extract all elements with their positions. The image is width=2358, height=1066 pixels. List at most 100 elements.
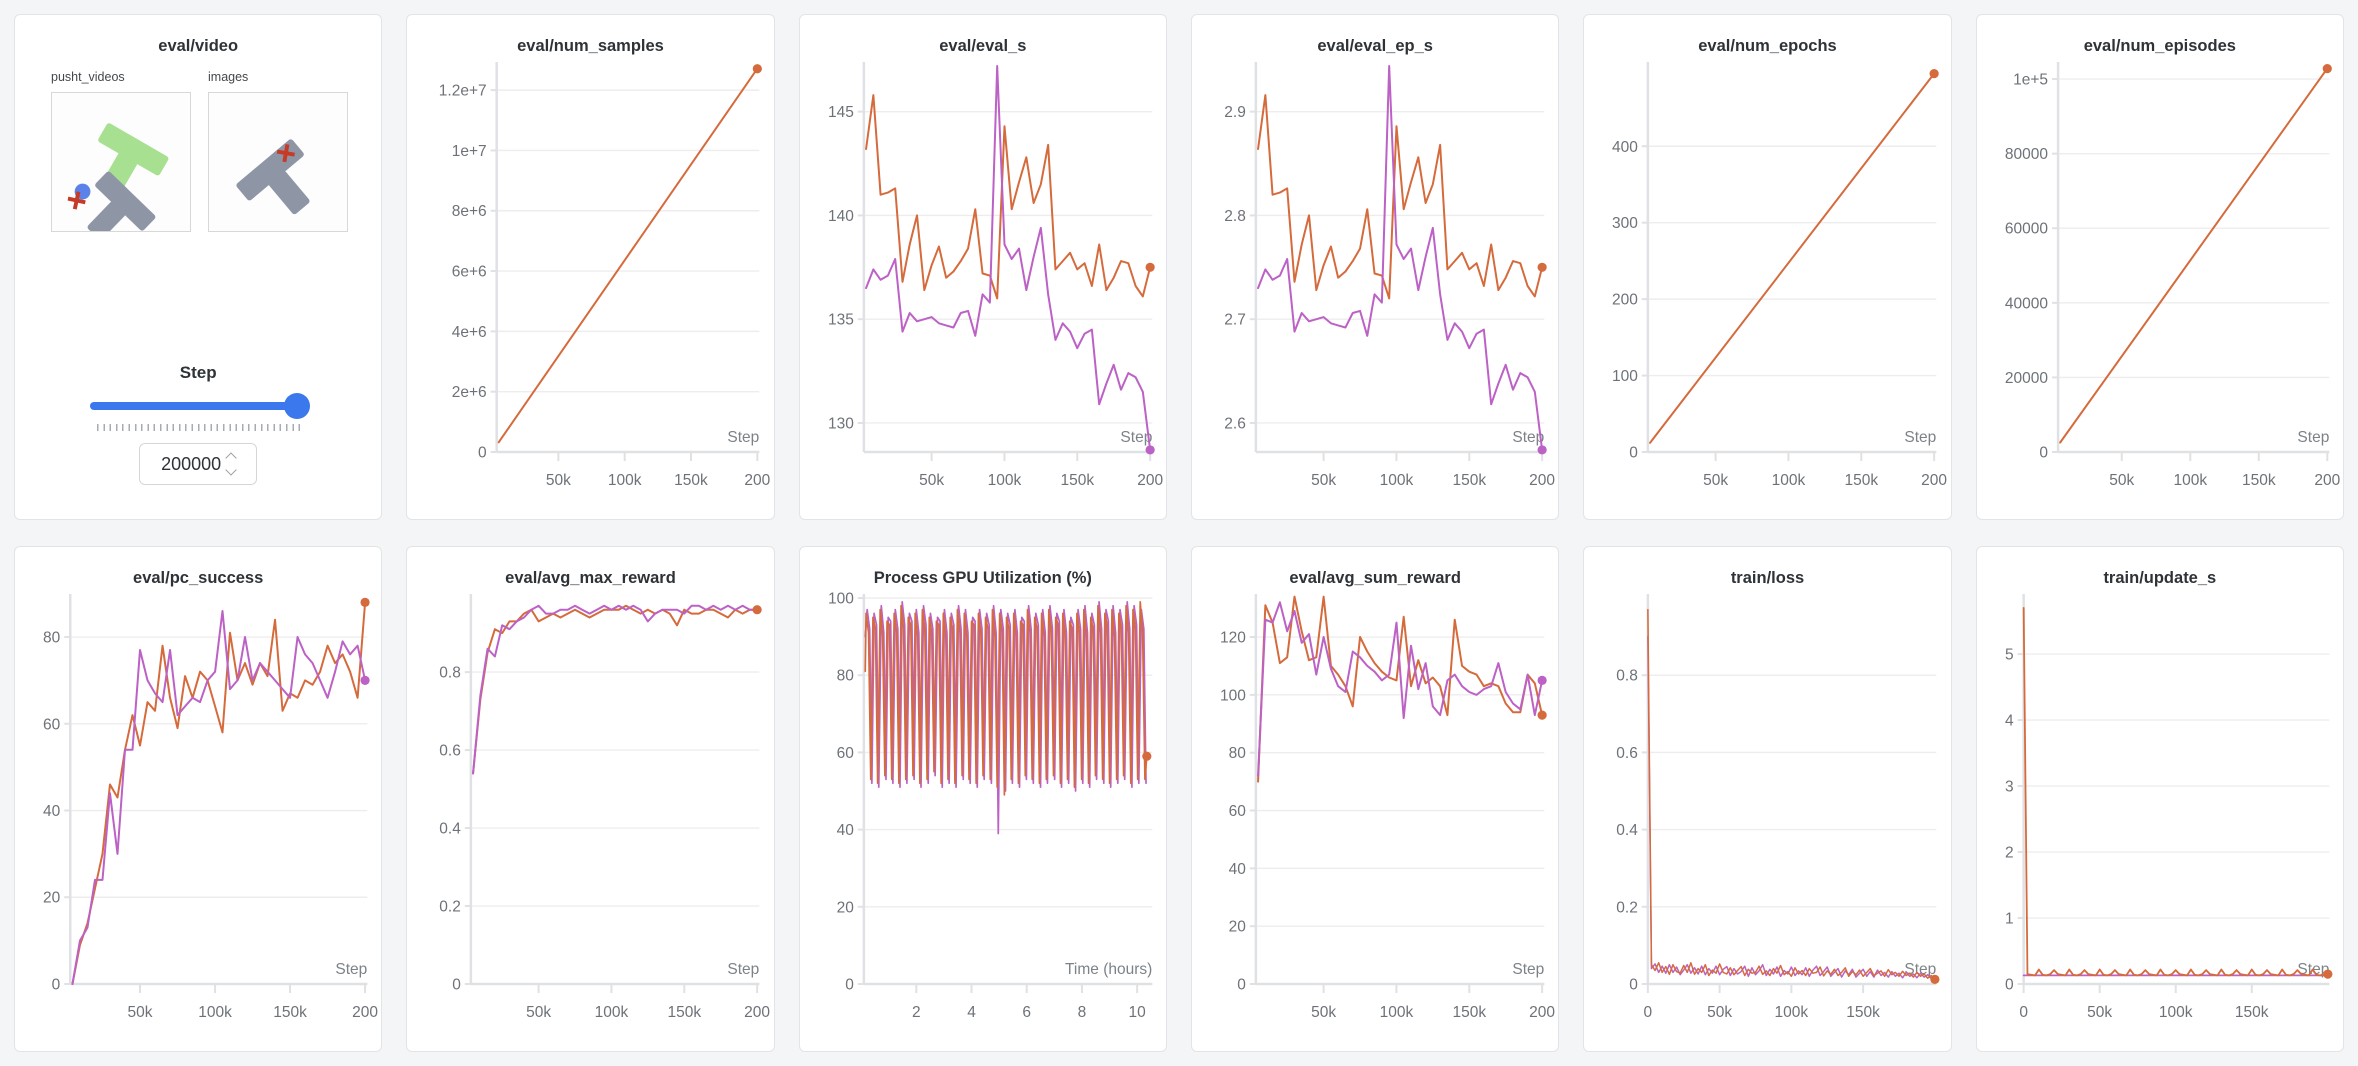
x-axis-title: Step [1512,429,1544,446]
x-tick-label: 50k [2109,472,2134,489]
chart-canvas[interactable]: 0 20 40 60 80 100 120 50k 100k 150k 200 Step [1192,588,1558,1044]
end-dot-orange-run [753,64,763,74]
gridlines [497,89,760,453]
chart-title: train/update_s [2103,569,2217,587]
chart-canvas[interactable]: 0 0.2 0.4 0.6 0.8 0 50k 100k 150k Step [1584,588,1950,1044]
x-axis-title: Step [1905,961,1937,978]
axes: 130 135 140 145 50k 100k 150k 200 [828,62,1163,489]
y-tick-label: 2e+6 [452,384,487,401]
x-tick-label: 200 [745,1004,771,1021]
chart-title: eval/eval_ep_s [1317,37,1433,55]
stepper-up-icon[interactable] [225,452,237,464]
chart-canvas[interactable]: 0 20 40 60 80 50k 100k 150k 200 Step [15,588,381,1044]
chart-panel-train-update-s: train/update_s 0 1 2 3 4 5 0 50k 100k 150k Step [1975,546,2344,1052]
chart-canvas[interactable]: 0 0.2 0.4 0.6 0.8 50k 100k 150k 200 Step [407,588,773,1044]
images-thumbnail[interactable] [208,92,348,232]
end-dot-orange-run [1930,974,1940,984]
end-dot-orange-run [1141,751,1152,761]
y-tick-label: 0.2 [1617,899,1639,916]
chart-panel-eval-pc-success: eval/pc_success 0 20 40 60 80 50k 100k 150k 200 S… [14,546,383,1052]
y-tick-label: 0.4 [1617,822,1639,839]
x-tick-label: 50k [1311,472,1336,489]
chart-title: eval/pc_success [133,569,264,587]
y-tick-label: 4e+6 [452,324,487,341]
chart-title: eval/avg_sum_reward [1289,569,1461,587]
y-tick-label: 6e+6 [452,264,487,281]
x-axis-title: Time (hours) [1065,961,1152,978]
end-dot-orange-run [2322,64,2332,74]
slider-track[interactable] [90,402,307,410]
series-layer [1257,595,1547,783]
end-dot-orange-run [2322,969,2333,979]
axes: 0 2e+6 4e+6 6e+6 8e+6 1e+7 1.2e+7 50k 100k 150k 20… [439,62,771,489]
chart-canvas[interactable]: 2.6 2.7 2.8 2.9 50k 100k 150k 200 Step [1192,56,1558,512]
x-tick-label: 50k [2087,1004,2112,1021]
end-dot-orange-run [360,597,370,607]
chart-panel-eval-num-episodes: eval/num_episodes 0 20000 40000 60000 80000 1… [1975,14,2344,520]
x-tick-label: 200 [352,1004,378,1021]
y-tick-label: 1e+7 [452,143,487,160]
axes: 2.6 2.7 2.8 2.9 50k 100k 150k 200 [1224,62,1555,489]
y-tick-label: 0.8 [1617,668,1639,685]
chart-title: eval/num_samples [517,37,664,55]
x-tick-label: 0 [2019,1004,2028,1021]
chart-canvas[interactable]: 0 100 200 300 400 50k 100k 150k 200 Step [1584,56,1950,512]
x-tick-label: 100k [2159,1004,2193,1021]
chart-canvas[interactable]: 130 135 140 145 50k 100k 150k 200 Step [800,56,1166,512]
x-tick-label: 150k [273,1004,307,1021]
x-axis-title: Step [335,961,367,978]
x-tick-label: 50k [128,1004,153,1021]
target-cross [276,144,295,163]
x-axis-title: Step [1905,429,1937,446]
y-tick-label: 1e+5 [2013,72,2048,89]
y-tick-label: 80 [43,630,61,647]
x-tick-label: 200 [1529,1004,1555,1021]
end-dot-orange-run [1929,69,1940,79]
series-layer [498,64,763,444]
x-axis-title: Step [1120,429,1152,446]
y-tick-label: 135 [828,312,854,329]
y-tick-label: 0.4 [440,821,462,838]
chart-canvas[interactable]: 0 20 40 60 80 100 2 4 6 8 10 Time (hours) [800,588,1166,1044]
step-slider[interactable] [90,391,311,421]
x-tick-label: 200 [1137,472,1163,489]
slider-thumb[interactable] [284,393,311,419]
y-tick-label: 2 [2005,845,2014,862]
y-tick-label: 60 [43,716,61,733]
y-tick-label: 300 [1612,215,1638,232]
series-layer [2058,64,2332,444]
y-tick-label: 80000 [2005,146,2049,163]
y-tick-label: 0.2 [440,899,462,916]
x-axis-title: Step [728,429,760,446]
y-tick-label: 0 [2005,977,2014,994]
y-tick-label: 2.8 [1224,208,1246,225]
y-tick-label: 60 [1229,803,1247,820]
x-axis-title: Step [728,961,760,978]
y-tick-label: 145 [828,104,854,121]
y-tick-label: 40000 [2005,295,2049,312]
gridlines [1648,674,1937,985]
x-tick-label: 50k [526,1004,551,1021]
chart-canvas[interactable]: 0 2e+6 4e+6 6e+6 8e+6 1e+7 1.2e+7 50k 100k 150k 20… [407,56,773,512]
chart-panel-eval-num-epochs: eval/num_epochs 0 100 200 300 400 50k 100k 150k… [1583,14,1952,520]
y-tick-label: 20000 [2005,370,2049,387]
y-tick-label: 20 [43,890,61,907]
y-tick-label: 20 [1229,919,1247,936]
y-tick-label: 1.2e+7 [439,83,487,100]
series-orange-run [472,604,759,775]
step-value-input[interactable]: 200000 [139,443,258,485]
axes: 0 20000 40000 60000 80000 1e+5 50k 100k 150k 200 [2005,62,2340,489]
x-axis-title: Step [2297,429,2329,446]
pusht-video-thumbnail[interactable] [51,92,191,232]
y-tick-label: 0 [1630,445,1639,462]
x-tick-label: 150k [1847,1004,1881,1021]
slider-ruler-ticks [97,424,302,431]
x-tick-label: 200 [1922,472,1948,489]
chart-panel-process-gpu-utilization-: Process GPU Utilization (%) 0 20 40 60 80 100… [798,546,1167,1052]
x-tick-label: 50k [1311,1004,1336,1021]
chart-title: Process GPU Utilization (%) [873,569,1092,587]
stepper-down-icon[interactable] [225,464,237,476]
chart-canvas[interactable]: 0 20000 40000 60000 80000 1e+5 50k 100k 150k 200 S… [1977,56,2343,512]
chart-title: eval/num_epochs [1698,37,1837,55]
